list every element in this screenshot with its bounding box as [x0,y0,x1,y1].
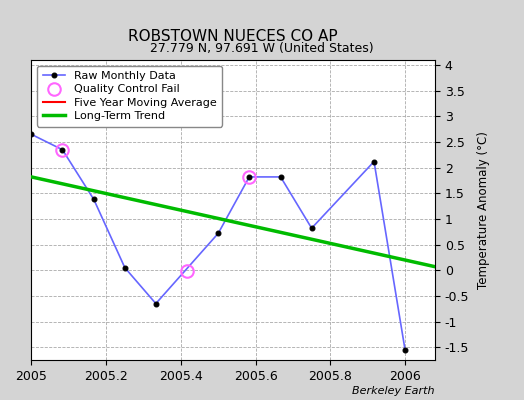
Raw Monthly Data [246,174,253,179]
Quality Control Fail [246,174,253,179]
Quality Control Fail [184,269,190,274]
Raw Monthly Data [122,265,128,270]
Raw Monthly Data [215,231,221,236]
Raw Monthly Data [402,347,408,352]
Quality Control Fail [59,147,66,152]
Raw Monthly Data [91,197,97,202]
Title: ROBSTOWN NUECES CO AP: ROBSTOWN NUECES CO AP [128,28,338,44]
Text: 27.779 N, 97.691 W (United States): 27.779 N, 97.691 W (United States) [150,42,374,55]
Line: Quality Control Fail: Quality Control Fail [56,144,256,278]
Raw Monthly Data [152,301,159,306]
Raw Monthly Data [309,226,315,231]
Raw Monthly Data [59,147,66,152]
Y-axis label: Temperature Anomaly (°C): Temperature Anomaly (°C) [477,131,490,289]
Raw Monthly Data [371,159,377,164]
Raw Monthly Data [28,132,35,137]
Line: Raw Monthly Data: Raw Monthly Data [29,132,408,352]
Legend: Raw Monthly Data, Quality Control Fail, Five Year Moving Average, Long-Term Tren: Raw Monthly Data, Quality Control Fail, … [37,66,222,127]
Text: Berkeley Earth: Berkeley Earth [353,386,435,396]
Raw Monthly Data [278,174,284,179]
